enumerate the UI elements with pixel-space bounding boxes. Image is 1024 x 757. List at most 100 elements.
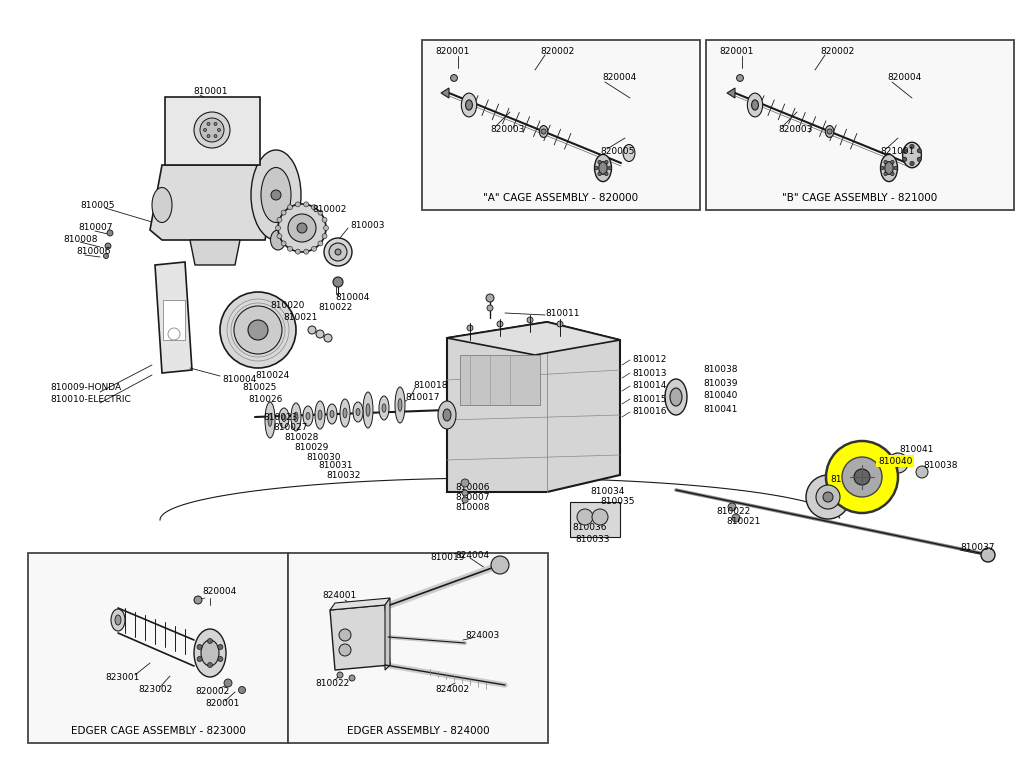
Circle shape — [207, 135, 210, 138]
Text: 810006: 810006 — [76, 248, 111, 257]
Circle shape — [487, 305, 493, 311]
Text: 810037: 810037 — [961, 544, 994, 553]
Circle shape — [842, 457, 882, 497]
Text: 810032: 810032 — [326, 471, 360, 479]
Circle shape — [598, 160, 601, 164]
Circle shape — [462, 490, 468, 496]
Ellipse shape — [282, 415, 286, 422]
Ellipse shape — [294, 412, 298, 422]
Circle shape — [894, 459, 902, 467]
Ellipse shape — [343, 408, 347, 418]
Text: 824004: 824004 — [455, 550, 489, 559]
Circle shape — [333, 277, 343, 287]
Ellipse shape — [752, 100, 759, 110]
Circle shape — [207, 123, 210, 126]
Text: 810025: 810025 — [242, 384, 276, 392]
Text: 810008: 810008 — [455, 503, 489, 512]
Polygon shape — [190, 240, 240, 265]
Circle shape — [451, 75, 458, 82]
Text: 810039: 810039 — [830, 475, 864, 484]
Bar — [422, 40, 700, 210]
Circle shape — [595, 167, 598, 170]
Circle shape — [323, 217, 327, 223]
Circle shape — [541, 129, 546, 134]
Circle shape — [197, 656, 202, 662]
Text: 810003: 810003 — [350, 220, 384, 229]
Circle shape — [194, 112, 230, 148]
Circle shape — [592, 509, 608, 525]
Text: 810006: 810006 — [455, 484, 489, 493]
Circle shape — [323, 234, 327, 238]
Ellipse shape — [540, 126, 548, 138]
Ellipse shape — [466, 100, 472, 110]
Ellipse shape — [115, 615, 121, 625]
Circle shape — [208, 638, 213, 643]
Text: 824001: 824001 — [322, 590, 356, 600]
Bar — [706, 40, 1014, 210]
Bar — [460, 355, 540, 405]
Ellipse shape — [395, 387, 406, 423]
Circle shape — [200, 118, 224, 142]
Text: 810013: 810013 — [632, 369, 667, 378]
Text: 810035: 810035 — [600, 497, 635, 506]
Text: 810021: 810021 — [726, 518, 761, 527]
Circle shape — [527, 317, 534, 323]
Text: 810019: 810019 — [431, 553, 465, 562]
Circle shape — [317, 241, 323, 246]
Ellipse shape — [885, 162, 893, 174]
Text: 820001: 820001 — [205, 699, 240, 709]
Ellipse shape — [303, 406, 313, 426]
Ellipse shape — [595, 154, 611, 182]
Text: 810027: 810027 — [273, 423, 307, 432]
Text: 820003: 820003 — [490, 126, 524, 135]
Bar — [288, 553, 548, 743]
Text: 820003: 820003 — [778, 126, 812, 135]
Text: 820001: 820001 — [720, 48, 755, 57]
Circle shape — [217, 129, 220, 132]
Ellipse shape — [379, 396, 389, 420]
Circle shape — [467, 325, 473, 331]
Polygon shape — [155, 262, 193, 373]
Text: 810014: 810014 — [632, 382, 667, 391]
Polygon shape — [447, 322, 620, 492]
Circle shape — [311, 204, 316, 210]
Ellipse shape — [152, 188, 172, 223]
Polygon shape — [727, 88, 735, 98]
Circle shape — [806, 475, 850, 519]
Text: "B" CAGE ASSEMBLY - 821000: "B" CAGE ASSEMBLY - 821000 — [782, 193, 938, 203]
Ellipse shape — [366, 403, 370, 416]
Text: "A" CAGE ASSEMBLY - 820000: "A" CAGE ASSEMBLY - 820000 — [483, 193, 639, 203]
Circle shape — [881, 167, 884, 170]
Ellipse shape — [462, 93, 476, 117]
Circle shape — [902, 148, 907, 153]
Circle shape — [106, 230, 113, 236]
Text: 823002: 823002 — [138, 686, 172, 694]
Circle shape — [339, 644, 351, 656]
Text: 820002: 820002 — [820, 48, 854, 57]
Ellipse shape — [443, 409, 451, 421]
Text: 824003: 824003 — [465, 631, 500, 640]
Circle shape — [823, 492, 833, 502]
Circle shape — [239, 687, 246, 693]
Text: 810022: 810022 — [716, 506, 751, 516]
Ellipse shape — [268, 413, 272, 426]
Circle shape — [891, 160, 894, 164]
Circle shape — [462, 497, 468, 503]
Circle shape — [884, 160, 888, 164]
Text: 810008: 810008 — [63, 235, 97, 245]
Text: 810016: 810016 — [632, 407, 667, 416]
Circle shape — [304, 202, 308, 207]
Text: 824002: 824002 — [435, 686, 469, 694]
Circle shape — [317, 210, 323, 215]
Circle shape — [910, 161, 914, 166]
Circle shape — [271, 190, 281, 200]
Text: 820004: 820004 — [602, 73, 636, 83]
Text: 810012: 810012 — [632, 356, 667, 365]
Ellipse shape — [111, 609, 125, 631]
Ellipse shape — [318, 410, 322, 420]
Circle shape — [827, 129, 833, 134]
Ellipse shape — [825, 126, 834, 138]
Circle shape — [577, 509, 593, 525]
Circle shape — [288, 204, 293, 210]
Circle shape — [304, 249, 308, 254]
